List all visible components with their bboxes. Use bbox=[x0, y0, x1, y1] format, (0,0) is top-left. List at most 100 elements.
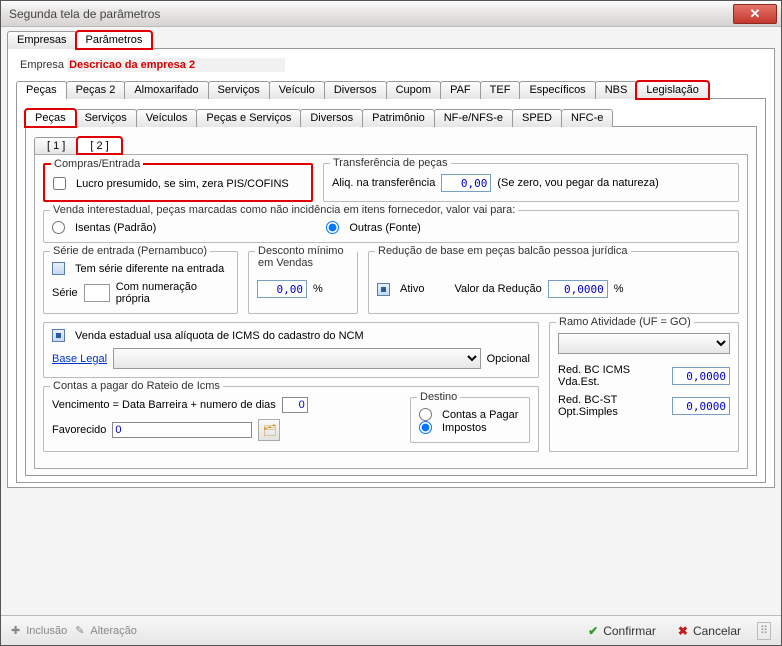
tab2-nbs[interactable]: NBS bbox=[595, 81, 638, 99]
ativo-row[interactable]: Ativo bbox=[377, 283, 424, 296]
group-destino: Destino Contas a Pagar Impostos bbox=[410, 397, 530, 443]
outras-radio[interactable] bbox=[326, 221, 339, 234]
reducao-title: Redução de base em peças balcão pessoa j… bbox=[375, 245, 631, 257]
destino-title: Destino bbox=[417, 391, 460, 403]
group-descmin: Desconto mínimo em Vendas % bbox=[248, 251, 358, 314]
temserie-checkbox[interactable] bbox=[52, 262, 65, 275]
content-panel: Compras/Entrada Lucro presumido, se sim,… bbox=[34, 154, 748, 469]
red2-label: Red. BC-ST Opt.Simples bbox=[558, 394, 666, 418]
lucro-checkbox[interactable] bbox=[53, 177, 66, 190]
venc-input[interactable] bbox=[282, 397, 308, 413]
fav-input[interactable] bbox=[112, 422, 252, 438]
tab3-servicos[interactable]: Serviços bbox=[75, 109, 137, 127]
tab-empresas[interactable]: Empresas bbox=[7, 31, 77, 49]
valor-pct: % bbox=[614, 283, 624, 295]
inclusao-label: Inclusão bbox=[26, 625, 67, 637]
serie-label: Série bbox=[52, 287, 78, 299]
tab3-patrimonio[interactable]: Patrimônio bbox=[362, 109, 435, 127]
tab4-2[interactable]: [ 2 ] bbox=[77, 137, 121, 154]
contas-option[interactable]: Contas a Pagar bbox=[419, 408, 521, 421]
valor-label: Valor da Redução bbox=[454, 283, 541, 295]
vendaest-checkbox[interactable] bbox=[52, 329, 65, 342]
titlebar: Segunda tela de parâmetros ✕ bbox=[1, 1, 781, 27]
descmin-row: % bbox=[257, 280, 349, 298]
serie-row: Série Com numeração própria bbox=[52, 281, 229, 305]
window-title: Segunda tela de parâmetros bbox=[9, 7, 160, 21]
group-compras: Compras/Entrada Lucro presumido, se sim,… bbox=[43, 163, 313, 202]
ramo-select[interactable] bbox=[558, 333, 730, 354]
red2-input[interactable] bbox=[672, 397, 730, 415]
vendainter-label: Venda interestadual, peças marcadas como… bbox=[50, 204, 518, 216]
tab-parametros[interactable]: Parâmetros bbox=[76, 31, 153, 49]
tab2-pecas[interactable]: Peças bbox=[16, 81, 67, 99]
tab2-servicos[interactable]: Serviços bbox=[208, 81, 270, 99]
window: Segunda tela de parâmetros ✕ Empresas Pa… bbox=[0, 0, 782, 646]
group-vendaest: Venda estadual usa alíquota de ICMS do c… bbox=[43, 322, 539, 378]
tab2-veiculo[interactable]: Veículo bbox=[269, 81, 325, 99]
red1-input[interactable] bbox=[672, 367, 730, 385]
tab4-1[interactable]: [ 1 ] bbox=[34, 137, 78, 154]
tab3-pecas[interactable]: Peças bbox=[25, 109, 76, 127]
valor-input[interactable] bbox=[548, 280, 608, 298]
opcional-label: Opcional bbox=[487, 353, 530, 365]
descmin-input[interactable] bbox=[257, 280, 307, 298]
vendaest-row[interactable]: Venda estadual usa alíquota de ICMS do c… bbox=[52, 329, 530, 342]
venc-row: Vencimento = Data Barreira + numero de d… bbox=[52, 397, 398, 413]
vendaest-label: Venda estadual usa alíquota de ICMS do c… bbox=[75, 330, 364, 342]
temserie-label: Tem série diferente na entrada bbox=[75, 263, 224, 275]
tab3-pecasservicos[interactable]: Peças e Serviços bbox=[196, 109, 301, 127]
impostos-radio[interactable] bbox=[419, 421, 432, 434]
impostos-option[interactable]: Impostos bbox=[419, 421, 521, 434]
descmin-title: Desconto mínimo em Vendas bbox=[255, 245, 357, 269]
tab2-pecas2[interactable]: Peças 2 bbox=[66, 81, 126, 99]
resize-grip-icon: ⠿ bbox=[757, 622, 771, 640]
temserie-row[interactable]: Tem série diferente na entrada bbox=[52, 262, 229, 275]
tab3-nfce[interactable]: NFC-e bbox=[561, 109, 613, 127]
tab3-diversos[interactable]: Diversos bbox=[300, 109, 363, 127]
transf-row: Aliq. na transferência (Se zero, vou peg… bbox=[332, 174, 730, 192]
reducao-row: Ativo Valor da Redução % bbox=[377, 280, 730, 298]
close-button[interactable]: ✕ bbox=[733, 4, 777, 24]
group-transf: Transferência de peças Aliq. na transfer… bbox=[323, 163, 739, 202]
tabs-row-2: Peças Peças 2 Almoxarifado Serviços Veíc… bbox=[16, 81, 766, 99]
isentas-radio[interactable] bbox=[52, 221, 65, 234]
tab3-nfe[interactable]: NF-e/NFS-e bbox=[434, 109, 513, 127]
outras-option[interactable]: Outras (Fonte) bbox=[326, 221, 421, 234]
folder-icon: 🗂 bbox=[262, 424, 276, 437]
tab3-veiculos[interactable]: Veículos bbox=[136, 109, 198, 127]
fav-lookup-button[interactable]: 🗂 bbox=[258, 419, 280, 441]
confirmar-button[interactable]: ✔ Confirmar bbox=[582, 624, 662, 638]
baselegal-link[interactable]: Base Legal bbox=[52, 353, 107, 365]
tab2-almox[interactable]: Almoxarifado bbox=[124, 81, 208, 99]
numpropria-label: Com numeração própria bbox=[116, 281, 229, 305]
tab2-legislacao[interactable]: Legislação bbox=[636, 81, 709, 99]
empresa-label: Empresa bbox=[20, 59, 64, 71]
tab2-cupom[interactable]: Cupom bbox=[386, 81, 441, 99]
isentas-option[interactable]: Isentas (Padrão) bbox=[52, 221, 156, 234]
contas-radio[interactable] bbox=[419, 408, 432, 421]
serie-title: Série de entrada (Pernambuco) bbox=[50, 245, 210, 257]
top-panel: Empresa Descricao da empresa 2 Peças Peç… bbox=[7, 48, 775, 488]
aliq-input[interactable] bbox=[441, 174, 491, 192]
aliq-label: Aliq. na transferência bbox=[332, 177, 435, 189]
group-compras-label: Compras/Entrada bbox=[51, 158, 143, 170]
cancelar-button[interactable]: ✖ Cancelar bbox=[672, 624, 747, 638]
close-icon: ✕ bbox=[750, 6, 761, 22]
tab2-diversos[interactable]: Diversos bbox=[324, 81, 387, 99]
group-vendainter: Venda interestadual, peças marcadas como… bbox=[43, 210, 739, 243]
serie-input[interactable] bbox=[84, 284, 110, 302]
tab3-sped[interactable]: SPED bbox=[512, 109, 562, 127]
vendainter-row: Isentas (Padrão) Outras (Fonte) bbox=[52, 221, 730, 234]
tab2-tef[interactable]: TEF bbox=[480, 81, 521, 99]
top-tabs: Empresas Parâmetros bbox=[7, 31, 775, 49]
lucro-row[interactable]: Lucro presumido, se sim, zera PIS/COFINS bbox=[53, 177, 303, 190]
tab2-paf[interactable]: PAF bbox=[440, 81, 481, 99]
baselegal-select[interactable] bbox=[113, 348, 481, 369]
empresa-value: Descricao da empresa 2 bbox=[67, 58, 285, 72]
alteracao-label: Alteração bbox=[90, 625, 136, 637]
ativo-checkbox[interactable] bbox=[377, 283, 390, 296]
body: Empresas Parâmetros Empresa Descricao da… bbox=[1, 27, 781, 615]
impostos-label: Impostos bbox=[442, 422, 487, 434]
tab2-especificos[interactable]: Específicos bbox=[519, 81, 595, 99]
statusbar: ✚ Inclusão ✎ Alteração ✔ Confirmar ✖ Can… bbox=[1, 615, 781, 645]
